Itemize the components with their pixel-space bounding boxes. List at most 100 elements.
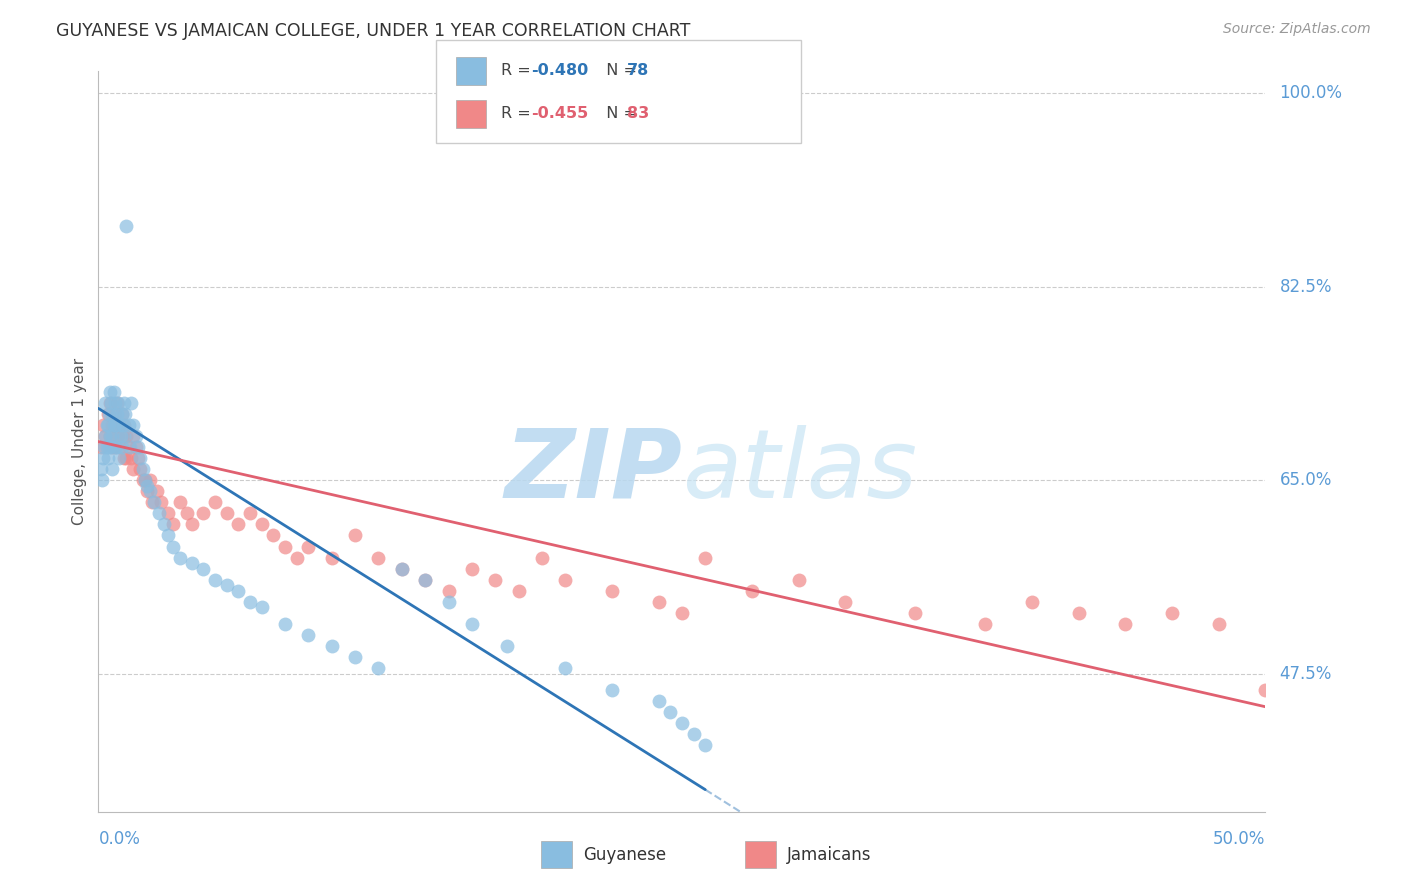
- Point: [98, 429, 121, 443]
- Point: [122, 462, 145, 476]
- Text: 100.0%: 100.0%: [1279, 85, 1343, 103]
- Point: [134, 473, 156, 487]
- Point: [157, 507, 180, 521]
- Point: [132, 462, 155, 476]
- Point: [741, 583, 763, 598]
- Point: [141, 495, 163, 509]
- Point: [176, 507, 198, 521]
- Text: R =: R =: [501, 63, 536, 78]
- Point: [101, 407, 124, 421]
- Point: [136, 484, 159, 499]
- Text: 47.5%: 47.5%: [1279, 665, 1331, 682]
- Point: [600, 683, 623, 698]
- Point: [659, 706, 682, 720]
- Point: [204, 573, 226, 587]
- Point: [413, 573, 436, 587]
- Point: [101, 429, 124, 443]
- Point: [125, 440, 148, 454]
- Point: [143, 495, 166, 509]
- Point: [344, 650, 367, 665]
- Point: [139, 473, 162, 487]
- Point: [90, 440, 112, 454]
- Point: [122, 417, 145, 432]
- Point: [461, 561, 484, 575]
- Point: [904, 606, 927, 620]
- Point: [228, 583, 250, 598]
- Point: [108, 417, 131, 432]
- Point: [554, 661, 576, 675]
- Point: [103, 417, 125, 432]
- Point: [100, 440, 122, 454]
- Point: [787, 573, 810, 587]
- Point: [127, 451, 149, 466]
- Point: [97, 407, 120, 421]
- Point: [250, 517, 273, 532]
- Point: [162, 540, 184, 554]
- Point: [111, 440, 134, 454]
- Point: [105, 407, 128, 421]
- Point: [96, 440, 118, 454]
- Point: [96, 417, 118, 432]
- Text: 50.0%: 50.0%: [1213, 830, 1265, 848]
- Point: [152, 517, 174, 532]
- Point: [108, 440, 131, 454]
- Point: [344, 528, 367, 542]
- Point: [193, 561, 215, 575]
- Point: [647, 694, 669, 708]
- Text: atlas: atlas: [682, 425, 917, 517]
- Point: [1067, 606, 1090, 620]
- Point: [132, 473, 155, 487]
- Point: [94, 396, 117, 410]
- Point: [107, 396, 129, 410]
- Point: [169, 550, 191, 565]
- Point: [112, 417, 135, 432]
- Point: [112, 396, 135, 410]
- Point: [111, 417, 134, 432]
- Point: [157, 528, 180, 542]
- Point: [204, 495, 226, 509]
- Point: [120, 396, 142, 410]
- Point: [118, 440, 141, 454]
- Point: [321, 639, 343, 653]
- Point: [101, 417, 124, 432]
- Point: [274, 540, 297, 554]
- Point: [285, 550, 308, 565]
- Point: [97, 417, 120, 432]
- Point: [834, 595, 856, 609]
- Y-axis label: College, Under 1 year: College, Under 1 year: [72, 358, 87, 525]
- Point: [695, 739, 717, 753]
- Text: 78: 78: [627, 63, 650, 78]
- Point: [647, 595, 669, 609]
- Point: [391, 561, 413, 575]
- Point: [104, 417, 127, 432]
- Point: [508, 583, 530, 598]
- Point: [554, 573, 576, 587]
- Text: 83: 83: [627, 106, 650, 121]
- Point: [250, 600, 273, 615]
- Text: 0.0%: 0.0%: [98, 830, 141, 848]
- Point: [90, 462, 112, 476]
- Point: [215, 507, 238, 521]
- Text: ZIP: ZIP: [503, 425, 682, 517]
- Point: [115, 451, 138, 466]
- Point: [98, 396, 121, 410]
- Point: [148, 507, 170, 521]
- Point: [100, 396, 122, 410]
- Point: [180, 556, 202, 570]
- Point: [110, 429, 132, 443]
- Point: [98, 384, 121, 399]
- Point: [108, 417, 131, 432]
- Text: N =: N =: [596, 106, 643, 121]
- Point: [104, 440, 127, 454]
- Point: [671, 716, 693, 731]
- Point: [127, 440, 149, 454]
- Text: Guyanese: Guyanese: [583, 846, 666, 863]
- Point: [180, 517, 202, 532]
- Point: [1021, 595, 1043, 609]
- Text: Jamaicans: Jamaicans: [787, 846, 872, 863]
- Point: [461, 616, 484, 631]
- Point: [91, 451, 114, 466]
- Point: [105, 440, 128, 454]
- Point: [367, 661, 389, 675]
- Point: [118, 440, 141, 454]
